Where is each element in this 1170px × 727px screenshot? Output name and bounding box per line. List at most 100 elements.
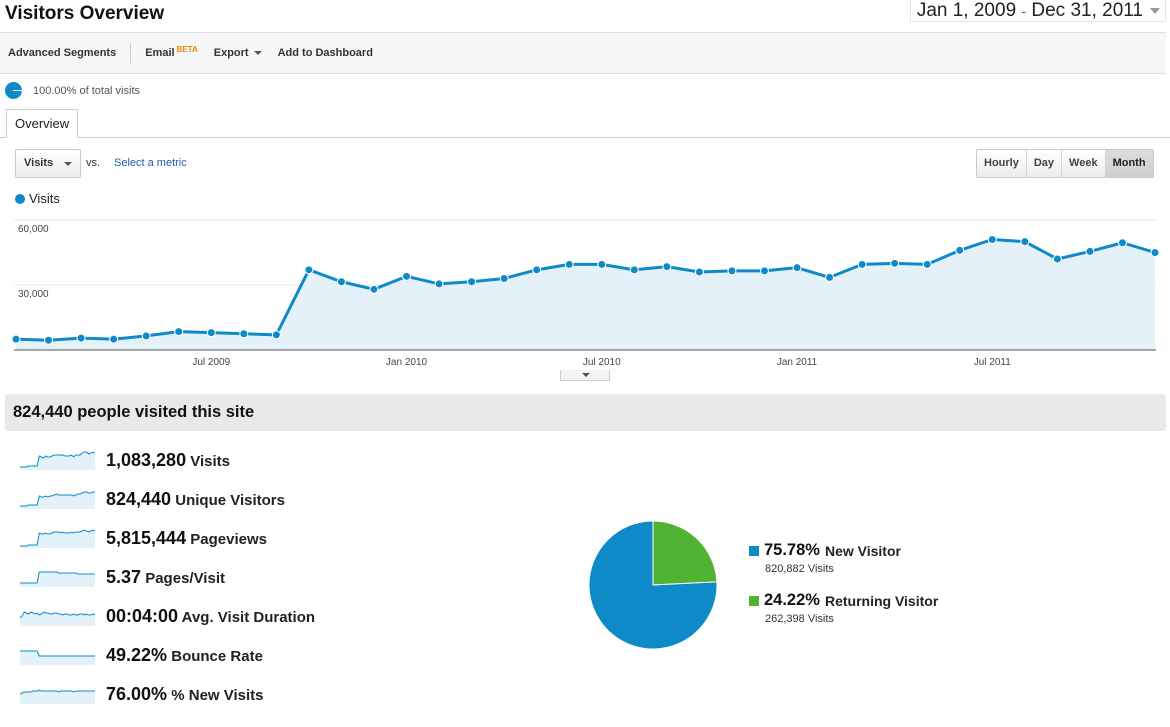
data-point[interactable]	[890, 258, 900, 268]
add-to-dashboard-button[interactable]: Add to Dashboard	[270, 47, 381, 59]
data-point[interactable]	[629, 265, 639, 275]
metric-text: 00:04:00 Avg. Visit Duration	[106, 606, 315, 627]
data-point[interactable]	[1052, 254, 1062, 264]
advanced-segments-button[interactable]: Advanced Segments	[0, 47, 124, 59]
pie-legend: 75.78% New Visitor 820,882 Visits 24.22% Ret…	[749, 541, 938, 641]
data-point[interactable]	[141, 331, 151, 341]
data-point[interactable]	[109, 334, 119, 344]
y-tick-label: 60,000	[18, 224, 49, 235]
data-point[interactable]	[1085, 246, 1095, 256]
sparkline	[20, 689, 95, 704]
x-tick-label: Jan 2011	[777, 357, 818, 368]
metric-value: 5.37	[106, 567, 142, 587]
data-point[interactable]	[564, 259, 574, 269]
pie-legend-name[interactable]: New Visitor	[824, 542, 901, 559]
visits-line-chart[interactable]: 60,000 30,000 Jul 2009 Jan 2010 Jul 2010 Jan …	[0, 205, 1170, 370]
data-point[interactable]	[792, 263, 802, 273]
data-point[interactable]	[11, 334, 21, 344]
data-point[interactable]	[271, 330, 281, 340]
sparkline-line	[20, 491, 95, 507]
week-button[interactable]: Week	[1061, 150, 1105, 177]
data-point[interactable]	[206, 328, 216, 338]
toolbar-divider	[130, 43, 132, 63]
sparkline-line	[20, 529, 95, 547]
data-point[interactable]	[44, 335, 54, 345]
vs-label: vs.	[86, 157, 101, 169]
pie-legend-item: 24.22% Returning Visitor 262,398 Visits	[749, 591, 938, 625]
metric-row: 824,440 Unique Visitors	[20, 485, 420, 524]
data-point[interactable]	[174, 327, 184, 337]
pie-slice-new-visitor[interactable]	[588, 520, 718, 650]
data-point[interactable]	[727, 266, 737, 276]
month-button[interactable]: Month	[1104, 150, 1153, 177]
metric-label[interactable]: Pages/Visit	[141, 570, 225, 587]
metric-label[interactable]: Unique Visitors	[171, 492, 285, 509]
data-point[interactable]	[759, 266, 769, 276]
data-point[interactable]	[662, 262, 672, 272]
day-button[interactable]: Day	[1025, 150, 1062, 177]
data-point[interactable]	[76, 333, 86, 343]
add-to-dashboard-label: Add to Dashboard	[277, 47, 373, 59]
metric-text: 49.22% Bounce Rate	[106, 645, 263, 666]
sparkline	[20, 611, 95, 626]
data-point[interactable]	[304, 265, 314, 275]
email-button[interactable]: Email BETA	[137, 45, 206, 60]
segment-label: 100.00% of total visits	[33, 84, 141, 97]
pie-legend-name[interactable]: Returning Visitor	[824, 592, 939, 609]
data-point[interactable]	[922, 259, 932, 269]
data-point[interactable]	[955, 245, 965, 255]
metric-label[interactable]: Visits	[186, 453, 230, 470]
pie-legend-visits: 820,882 Visits	[765, 563, 834, 575]
metric-value: 00:04:00	[106, 606, 179, 626]
metric-row: 1,083,280 Visits	[20, 446, 420, 485]
x-tick-label: Jul 2010	[583, 357, 621, 368]
data-point[interactable]	[467, 277, 477, 287]
pie-slice-returning-visitor[interactable]	[652, 520, 718, 586]
metric-row: 00:04:00 Avg. Visit Duration	[20, 602, 420, 641]
export-label: Export	[213, 47, 249, 59]
data-point[interactable]	[1150, 248, 1160, 257]
data-point[interactable]	[857, 259, 867, 269]
export-button[interactable]: Export	[206, 47, 270, 59]
metric-label[interactable]: Pageviews	[186, 531, 267, 548]
metric-label[interactable]: Avg. Visit Duration	[178, 609, 316, 626]
visitor-type-pie-chart[interactable]	[586, 518, 721, 653]
data-point[interactable]	[987, 235, 997, 244]
metric-value: 49.22%	[106, 645, 168, 665]
sparkline-line	[20, 650, 95, 657]
metric-dropdown[interactable]: Visits	[15, 149, 81, 178]
tab-overview[interactable]: Overview	[6, 109, 79, 138]
metric-value: 1,083,280	[106, 450, 187, 470]
data-point[interactable]	[694, 267, 704, 277]
data-point[interactable]	[1020, 237, 1030, 247]
metric-text: 5.37 Pages/Visit	[106, 567, 225, 588]
metric-text: 5,815,444 Pageviews	[106, 528, 267, 549]
sparkline	[20, 451, 95, 470]
segment-indicator: 100.00% of total visits	[5, 82, 140, 99]
data-point[interactable]	[532, 265, 542, 275]
page-title: Visitors Overview	[5, 3, 165, 24]
pie-legend-head: 75.78% New Visitor	[749, 541, 938, 560]
visits-area-fill	[16, 239, 1155, 350]
data-point[interactable]	[499, 274, 509, 283]
chart-expand-toggle[interactable]	[560, 370, 610, 381]
metric-value: 5,815,444	[106, 528, 187, 548]
metric-label[interactable]: Bounce Rate	[167, 648, 263, 665]
pie-legend-pct: 24.22%	[764, 591, 820, 609]
metric-text: 824,440 Unique Visitors	[106, 489, 285, 510]
metric-text: 76.00% % New Visits	[106, 684, 264, 705]
data-point[interactable]	[1117, 238, 1127, 248]
select-metric-link[interactable]: Select a metric	[114, 157, 187, 169]
metric-dropdown-value: Visits	[24, 157, 54, 169]
data-point[interactable]	[434, 279, 444, 289]
metric-label[interactable]: % New Visits	[167, 687, 264, 704]
data-point[interactable]	[369, 284, 379, 294]
data-point[interactable]	[825, 272, 835, 282]
date-range-picker[interactable]: Jan 1, 2009 - Dec 31, 2011	[909, 0, 1166, 22]
metric-text: 1,083,280 Visits	[106, 450, 230, 471]
data-point[interactable]	[239, 329, 249, 339]
data-point[interactable]	[402, 271, 412, 281]
data-point[interactable]	[336, 277, 346, 287]
hourly-button[interactable]: Hourly	[977, 150, 1026, 177]
data-point[interactable]	[597, 259, 607, 269]
